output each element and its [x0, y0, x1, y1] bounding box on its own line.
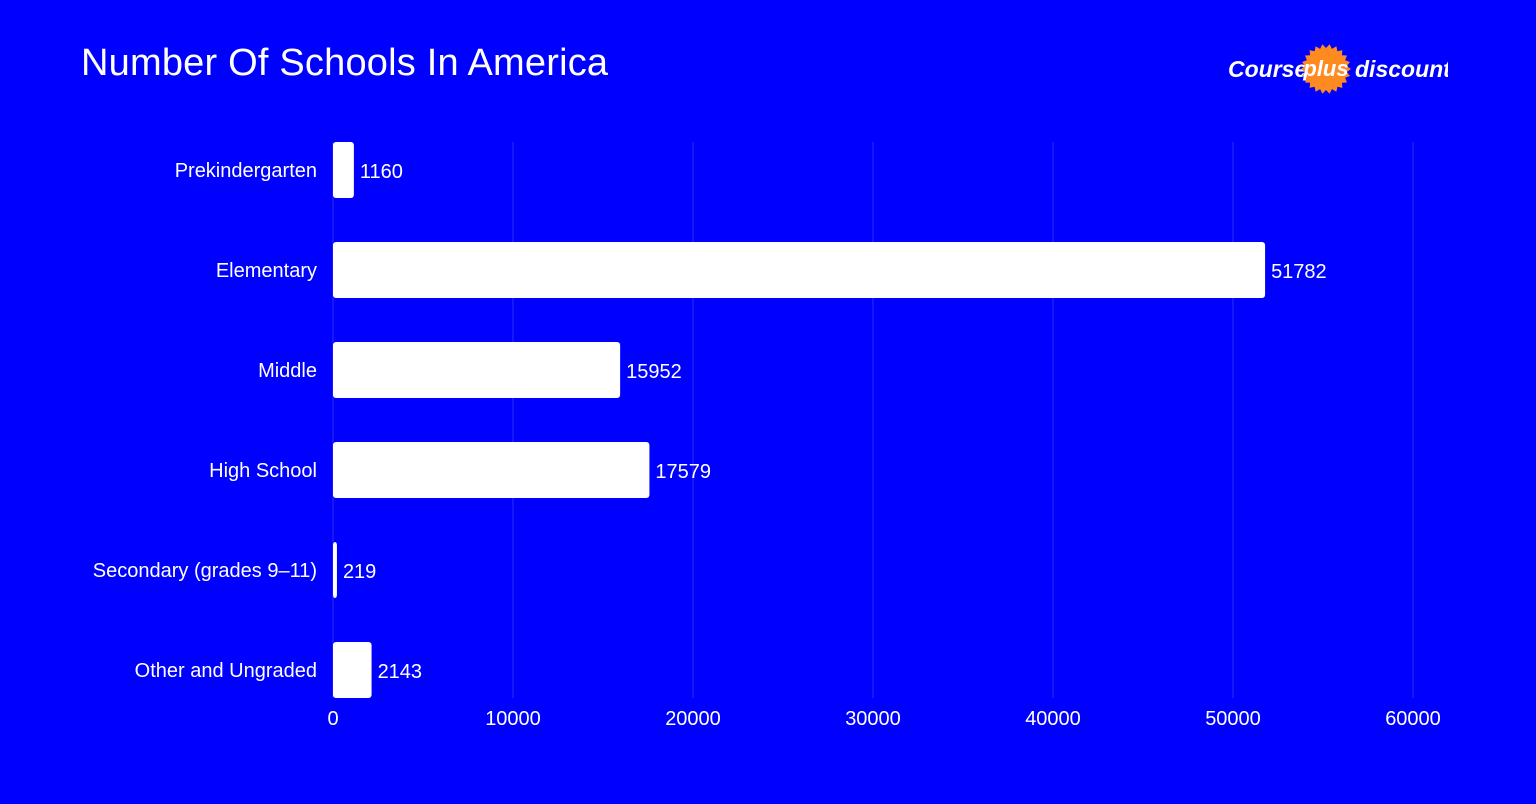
category-labels: Prekindergarten Elementary Middle High Scho… — [93, 160, 317, 682]
x-tick-label: 60000 — [1385, 708, 1441, 730]
logo-word-badge: plus — [1302, 56, 1348, 81]
category-label: Other and Ungraded — [135, 660, 317, 682]
category-label: High School — [209, 460, 317, 482]
category-label: Middle — [258, 360, 317, 382]
value-label: 2143 — [378, 661, 423, 683]
x-tick-label: 10000 — [485, 708, 541, 730]
x-axis-tick-labels: 0 10000 20000 30000 40000 50000 60000 — [327, 708, 1440, 730]
value-label: 51782 — [1271, 261, 1327, 283]
bar — [333, 542, 337, 598]
value-labels: 1160 51782 15952 17579 219 2143 — [343, 161, 1327, 683]
bar — [333, 342, 621, 398]
value-label: 17579 — [655, 461, 711, 483]
brand-logo: Course plus discount — [1228, 44, 1448, 94]
category-label: Elementary — [216, 260, 317, 282]
category-label: Secondary (grades 9–11) — [93, 560, 317, 582]
logo-word-left: Course — [1228, 56, 1307, 82]
category-label: Prekindergarten — [175, 160, 317, 182]
x-tick-label: 0 — [327, 708, 338, 730]
page-title: Number Of Schools In America — [81, 42, 609, 84]
logo-word-right: discount — [1355, 56, 1448, 82]
bar — [333, 242, 1266, 298]
x-tick-label: 30000 — [845, 708, 901, 730]
logo-badge-icon — [1301, 44, 1351, 94]
bar — [333, 142, 354, 198]
bar — [333, 442, 650, 498]
grid-lines — [332, 142, 1414, 698]
x-tick-label: 20000 — [665, 708, 721, 730]
x-tick-label: 50000 — [1205, 708, 1261, 730]
x-tick-label: 40000 — [1025, 708, 1081, 730]
bars — [333, 142, 1266, 698]
value-label: 15952 — [626, 361, 682, 383]
value-label: 219 — [343, 561, 376, 583]
bar — [333, 642, 372, 698]
value-label: 1160 — [360, 161, 403, 183]
